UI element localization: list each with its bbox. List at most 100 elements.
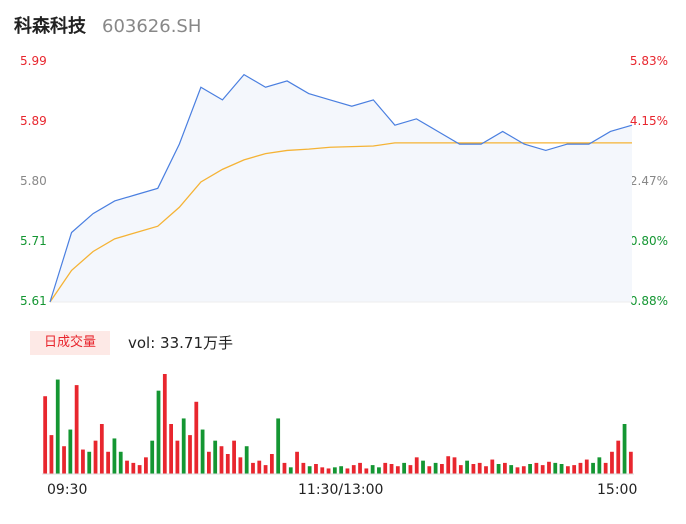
- volume-bar: [307, 466, 312, 474]
- volume-bar: [477, 462, 482, 474]
- volume-bar: [320, 467, 325, 474]
- volume-bar: [490, 459, 495, 474]
- volume-bar: [181, 418, 186, 474]
- volume-bar: [87, 451, 92, 474]
- volume-bar: [118, 451, 123, 474]
- stock-name: 科森科技: [14, 16, 86, 37]
- volume-bar: [207, 451, 211, 474]
- volume-bar: [62, 446, 66, 474]
- volume-bar: [263, 465, 268, 474]
- stock-code: 603626.SH: [102, 16, 202, 37]
- volume-bar: [345, 468, 350, 474]
- volume-bar: [131, 462, 136, 474]
- volume-summary: vol: 33.71万手: [128, 334, 233, 352]
- volume-bar: [370, 465, 375, 474]
- price-line: [49, 73, 633, 303]
- volume-bar: [421, 460, 425, 474]
- volume-bar: [603, 462, 608, 474]
- volume-bar: [465, 460, 469, 474]
- volume-bar: [99, 424, 104, 474]
- volume-bar: [269, 454, 274, 474]
- volume-bar: [81, 449, 85, 474]
- volume-bar: [137, 465, 142, 474]
- volume-bar: [427, 466, 432, 474]
- volume-bar: [503, 462, 507, 474]
- volume-bar: [295, 451, 299, 474]
- volume-bar: [528, 464, 532, 474]
- volume-bar: [547, 461, 551, 474]
- volume-bar: [395, 466, 400, 474]
- volume-bar: [144, 457, 148, 474]
- pct-tick-3: 2.47%: [629, 174, 668, 188]
- volume-bar: [591, 462, 595, 474]
- stock-header: 科森科技 603626.SH: [14, 12, 201, 40]
- volume-bar: [458, 465, 463, 474]
- volume-bar: [326, 468, 331, 474]
- volume-bar: [622, 424, 627, 474]
- volume-bar: [540, 465, 545, 474]
- volume-bar: [251, 462, 255, 474]
- volume-bar: [597, 457, 602, 474]
- volume-bar: [213, 440, 218, 474]
- pct-tick-4: 0.80%: [629, 234, 668, 248]
- volume-bar: [106, 451, 111, 474]
- volume-bar: [521, 466, 526, 474]
- volume-bar: [339, 466, 344, 474]
- daily-volume-tab[interactable]: 日成交量: [30, 331, 110, 355]
- volume-bar: [484, 466, 488, 474]
- volume-bar: [402, 462, 407, 474]
- volume-bar: [43, 396, 48, 474]
- volume-bar: [238, 457, 243, 474]
- volume-bar: [408, 465, 413, 474]
- volume-bar: [414, 457, 419, 474]
- volume-bar: [225, 454, 230, 474]
- volume-bar: [364, 468, 369, 474]
- volume-bar: [351, 465, 356, 474]
- volume-bar: [219, 446, 224, 474]
- volume-bar: [112, 438, 117, 474]
- volume-bar: [55, 379, 60, 474]
- volume-bar: [377, 467, 381, 474]
- average-price-line: [49, 142, 632, 303]
- volume-bar: [446, 456, 451, 474]
- volume-bar: [156, 390, 161, 474]
- volume-bar: [194, 401, 199, 474]
- volume-bar: [509, 465, 514, 474]
- volume-bar: [565, 466, 570, 474]
- volume-bar: [188, 435, 192, 474]
- price-tick-4: 5.71: [20, 234, 47, 248]
- volume-bar: [150, 440, 155, 474]
- volume-bar: [200, 429, 205, 474]
- volume-bar: [282, 462, 287, 474]
- volume-bar: [572, 465, 577, 474]
- price-area-fill: [50, 74, 632, 302]
- volume-bar: [93, 440, 98, 474]
- volume-bar: [257, 460, 262, 474]
- volume-bar: [232, 440, 236, 474]
- volume-bar: [553, 462, 558, 474]
- volume-bar: [578, 462, 583, 474]
- price-tick-5: 5.61: [20, 294, 47, 308]
- price-tick-2: 5.89: [20, 114, 47, 128]
- volume-bar: [314, 464, 318, 474]
- volume-bar: [125, 460, 129, 474]
- time-label-close: 15:00: [597, 482, 638, 498]
- volume-bar: [440, 464, 444, 474]
- volume-bar: [175, 440, 180, 474]
- time-label-noon: 11:30/13:00: [298, 482, 384, 498]
- pct-tick-5: -0.88%: [625, 294, 668, 308]
- volume-bar: [383, 462, 388, 474]
- volume-bar: [584, 459, 589, 474]
- volume-bar: [452, 457, 457, 474]
- volume-bar: [301, 462, 306, 474]
- pct-tick-2: 4.15%: [629, 114, 668, 128]
- volume-bar: [358, 462, 362, 474]
- volume-bar: [616, 440, 621, 474]
- price-tick-1: 5.99: [20, 54, 47, 68]
- volume-bar: [515, 467, 520, 474]
- volume-bar: [169, 424, 173, 474]
- volume-bar: [496, 464, 501, 474]
- volume-bar: [68, 429, 73, 474]
- volume-bar: [559, 464, 564, 474]
